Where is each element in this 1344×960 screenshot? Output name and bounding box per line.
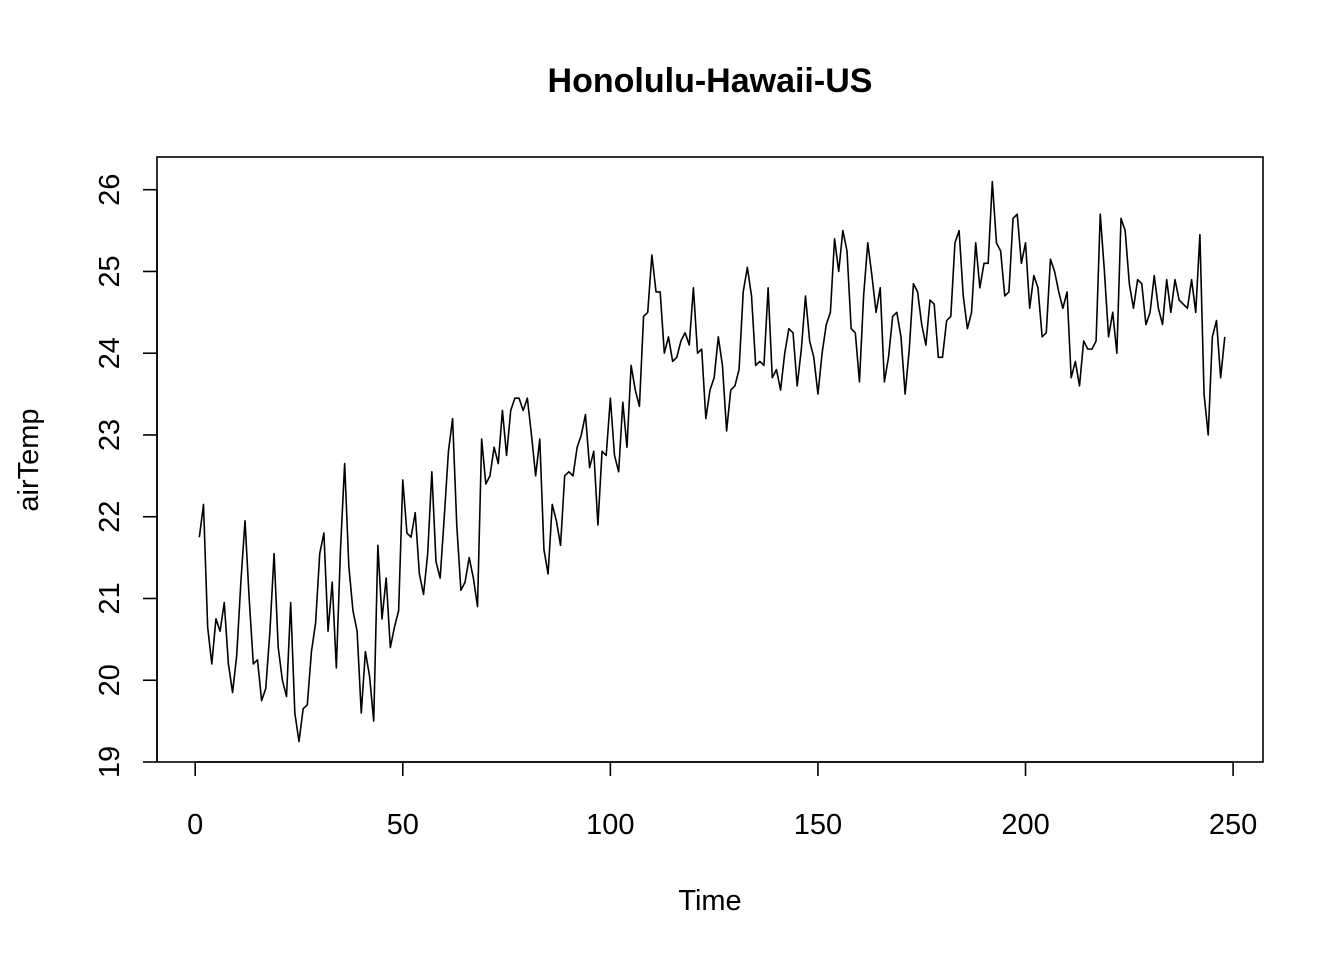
y-tick-label: 24 xyxy=(94,337,126,369)
x-tick-label: 200 xyxy=(1001,809,1049,841)
plot-frame xyxy=(156,156,1264,763)
y-tick-label: 22 xyxy=(94,501,126,533)
y-tick-label: 19 xyxy=(94,746,126,778)
x-tick-label: 50 xyxy=(387,809,419,841)
x-axis-label: Time xyxy=(678,885,741,917)
y-tick-label: 25 xyxy=(94,255,126,287)
x-axis: 0 50 100 150 200 250 xyxy=(187,761,1257,841)
x-tick-label: 150 xyxy=(794,809,842,841)
x-tick-label: 0 xyxy=(187,809,203,841)
y-tick-label: 26 xyxy=(94,174,126,206)
x-tick-label: 250 xyxy=(1209,809,1257,841)
y-axis-label: airTemp xyxy=(13,408,45,511)
chart-title: Honolulu-Hawaii-US xyxy=(548,62,873,100)
y-tick-label: 21 xyxy=(94,582,126,614)
x-tick-label: 100 xyxy=(586,809,634,841)
series-line-airtemp xyxy=(198,180,1226,743)
y-tick-label: 23 xyxy=(94,419,126,451)
y-tick-label: 20 xyxy=(94,664,126,696)
y-axis: 19 20 21 22 23 24 25 26 xyxy=(94,174,158,778)
